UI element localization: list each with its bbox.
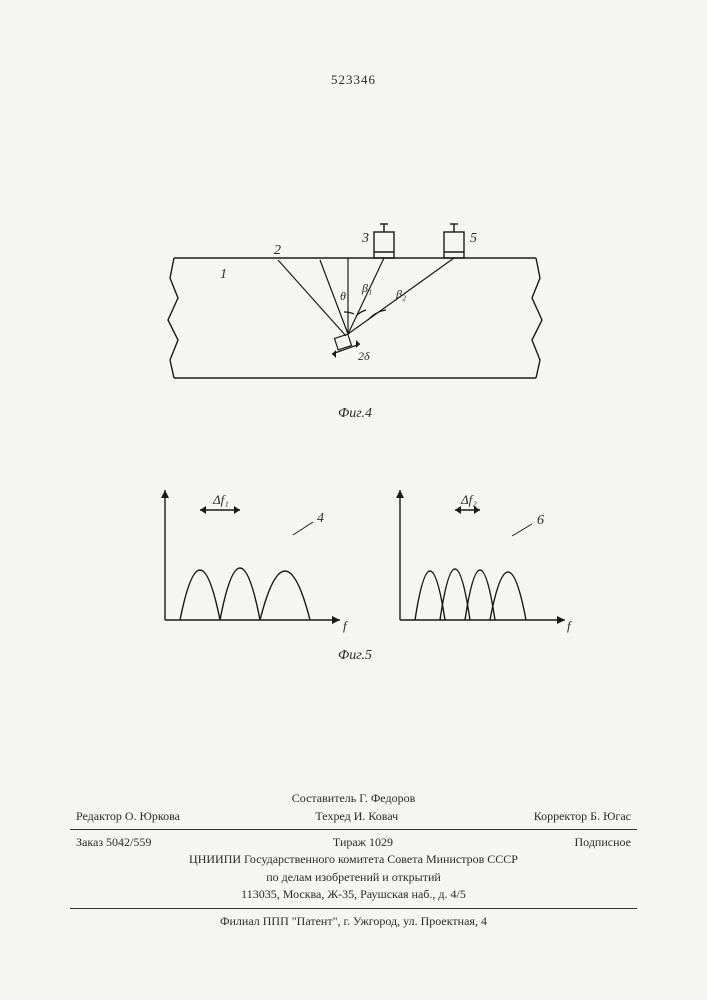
fig5-left-axis-x: f (343, 618, 349, 633)
footer-filial: Филиал ППП "Патент", г. Ужгород, ул. Про… (70, 913, 637, 930)
document-number: 523346 (331, 72, 376, 88)
figure-5: Δf₁ 4 f Δf₂ 6 (135, 480, 575, 664)
label-beta1: β₁ (361, 281, 372, 295)
figure-5-caption: Фиг.5 (135, 648, 575, 664)
footer-block: Составитель Г. Федоров Редактор О. Юрков… (70, 790, 637, 930)
fig5-right-df: Δf₂ (460, 492, 477, 507)
label-beta2: β₂ (395, 287, 406, 301)
figure-4: 1 2 3 5 θ β₁ β₂ 2δ Фиг.4 (160, 220, 550, 422)
page: 523346 (0, 0, 707, 1000)
figure-4-svg: 1 2 3 5 θ β₁ β₂ 2δ (160, 220, 550, 400)
label-2: 2 (274, 243, 281, 258)
footer-tirazh: Тираж 1029 (333, 834, 393, 851)
footer-org2: по делам изобретений и открытий (70, 869, 637, 886)
footer-addr: 113035, Москва, Ж-35, Раушская наб., д. … (70, 886, 637, 903)
label-2delta: 2δ (358, 349, 370, 363)
label-3: 3 (361, 231, 369, 246)
fig5-left-df: Δf₁ (212, 492, 229, 507)
label-1: 1 (220, 267, 227, 282)
footer-org1: ЦНИИПИ Государственного комитета Совета … (70, 851, 637, 868)
footer-techred: Техред И. Ковач (315, 808, 398, 825)
footer-compiler: Составитель Г. Федоров (70, 790, 637, 807)
label-theta: θ (340, 289, 346, 303)
footer-order: Заказ 5042/559 (76, 834, 151, 851)
fig5-left-curve-label: 4 (317, 511, 324, 526)
label-5: 5 (470, 231, 477, 246)
figure-4-caption: Фиг.4 (160, 406, 550, 422)
figure-5-svg: Δf₁ 4 f Δf₂ 6 (135, 480, 575, 640)
fig5-right-axis-x: f (567, 618, 573, 633)
footer-editor: Редактор О. Юркова (76, 808, 180, 825)
fig5-right-curve-label: 6 (537, 513, 544, 528)
footer-podpis: Подписное (575, 834, 632, 851)
footer-corrector: Корректор Б. Югас (534, 808, 631, 825)
